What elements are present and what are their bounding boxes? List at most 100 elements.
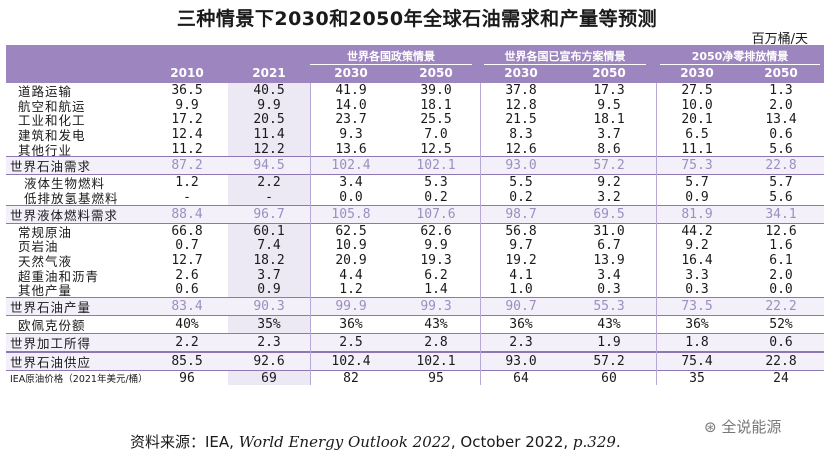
table-cell: 57.2 [593, 354, 625, 370]
page-title: 三种情景下2030和2050年全球石油需求和产量等预测 [176, 8, 658, 30]
table-cell: 0.2 [509, 189, 533, 205]
table-cell: 5.3 [424, 175, 448, 191]
table-row: 其他行业 11.2 12.2 13.6 12.5 12.6 8.6 11.1 5.6 [6, 141, 824, 158]
table-cell: 4.1 [509, 267, 533, 283]
table-cell: 66.8 [171, 223, 203, 239]
table-cell: 43% [597, 317, 621, 333]
unit-label: 百万桶/天 [751, 32, 808, 47]
group-header-announced-pledges: 世界各国已宣布方案情景 [504, 50, 626, 63]
table-cell: 20.5 [253, 112, 285, 128]
row-label: 工业和化工 [18, 113, 86, 129]
table-cell: 73.5 [681, 299, 713, 315]
table-cell: 83.4 [171, 299, 203, 315]
watermark: ⊛ 全说能源 [704, 418, 782, 436]
table-cell: 17.3 [593, 82, 625, 98]
table-cell: 11.2 [171, 141, 203, 157]
table-cell: 0.3 [685, 282, 709, 298]
table-cell: 2.0 [769, 97, 793, 113]
row-label: 常规原油 [18, 224, 73, 240]
table-cell: 19.3 [420, 253, 452, 269]
year-header: 2030 [504, 66, 538, 80]
table-row: 建筑和发电 12.4 11.4 9.3 7.0 8.3 3.7 6.5 0.6 [6, 126, 824, 143]
table-cell: 31.0 [593, 223, 625, 239]
table-row: 世界加工所得 2.2 2.3 2.5 2.8 2.3 1.9 1.8 0.6 [6, 333, 824, 353]
table-cell: 36.5 [171, 82, 203, 98]
source-note: 资料来源：IEA, World Energy Outlook 2022, Oct… [130, 433, 621, 451]
table-cell: 90.3 [253, 299, 285, 315]
table-cell: 0.6 [175, 282, 199, 298]
row-label: 超重油和沥青 [18, 268, 100, 284]
table-cell: 3.4 [597, 267, 621, 283]
table-cell: 0.3 [597, 282, 621, 298]
table-cell: 22.8 [765, 158, 797, 174]
table-cell: 6.2 [424, 267, 448, 283]
table-cell: 2.2 [257, 175, 281, 191]
table-cell: 3.4 [339, 175, 363, 191]
table-cell: 35% [257, 317, 281, 333]
table-cell: 0.9 [685, 189, 709, 205]
row-label: 液体生物燃料 [24, 176, 106, 192]
table-cell: 1.4 [424, 282, 448, 298]
table-cell: 35 [689, 370, 705, 386]
row-label: 欧佩克份额 [18, 318, 86, 334]
table-cell: 11.4 [253, 126, 285, 142]
table-cell: 9.2 [685, 238, 709, 254]
table-cell: 5.7 [685, 175, 709, 191]
table-cell: 92.6 [253, 354, 285, 370]
table-row: IEA原油价格（2021年美元/桶） 96 69 82 95 64 60 35 24 [6, 370, 824, 386]
year-header: 2030 [680, 66, 714, 80]
table-cell: 6.5 [685, 126, 709, 142]
table-cell: 19.2 [505, 253, 537, 269]
table-cell: 20.9 [335, 253, 367, 269]
table-cell: 13.4 [765, 112, 797, 128]
table-row: 欧佩克份额 40% 35% 36% 43% 36% 43% 36% 52% [6, 316, 824, 333]
table-cell: 98.7 [505, 206, 537, 222]
table-cell: 99.3 [420, 299, 452, 315]
table-row: 世界液体燃料需求 88.4 96.7 105.8 107.6 98.7 69.5 81.9 34… [6, 204, 824, 224]
table-cell: 12.6 [765, 223, 797, 239]
row-label: 世界加工所得 [10, 336, 92, 352]
table-cell: 102.4 [331, 158, 371, 174]
table-cell: 8.6 [597, 141, 621, 157]
year-header: 2050 [419, 66, 453, 80]
table-cell: 43% [424, 317, 448, 333]
table-body: 道路运输 36.5 40.5 41.9 39.0 37.8 17.3 27.5 1.3 航空和航运… [6, 82, 824, 386]
table-cell: 82 [343, 370, 359, 386]
table-cell: 9.5 [597, 97, 621, 113]
table-cell: 3.7 [257, 267, 281, 283]
year-header: 2050 [592, 66, 626, 80]
year-header: 2030 [334, 66, 368, 80]
row-label: 世界石油产量 [10, 300, 92, 316]
table-cell: 14.0 [335, 97, 367, 113]
table-cell: 75.3 [681, 158, 713, 174]
table-cell: 2.0 [769, 267, 793, 283]
table-cell: 9.2 [597, 175, 621, 191]
table-cell: 52% [769, 317, 793, 333]
table-cell: 27.5 [681, 82, 713, 98]
table-cell: 12.7 [171, 253, 203, 269]
table-cell: 36% [685, 317, 709, 333]
table-cell: 3.7 [597, 126, 621, 142]
table-cell: 36% [339, 317, 363, 333]
table-cell: 60 [601, 370, 617, 386]
table-cell: 69.5 [593, 206, 625, 222]
table-cell: 18.1 [593, 112, 625, 128]
table-cell: 87.2 [171, 158, 203, 174]
table-cell: 12.4 [171, 126, 203, 142]
table-cell: 75.4 [681, 354, 713, 370]
table-cell: 99.9 [335, 299, 367, 315]
table-cell: 21.5 [505, 112, 537, 128]
table-row: 低排放氢基燃料 - - 0.0 0.2 0.2 3.2 0.9 5.6 [6, 189, 824, 206]
source-page: p.329. [572, 433, 621, 451]
table-cell: 12.8 [505, 97, 537, 113]
year-header: 2021 [252, 66, 286, 80]
source-title: World Energy Outlook 2022 [238, 433, 451, 451]
table-cell: 0.6 [769, 126, 793, 142]
table-cell: 0.7 [175, 238, 199, 254]
row-label: 航空和航运 [18, 98, 86, 114]
table-cell: 107.6 [416, 206, 456, 222]
row-label: 建筑和发电 [18, 127, 86, 143]
row-label: 其他产量 [18, 283, 73, 299]
table-cell: 9.9 [257, 97, 281, 113]
table-cell: 9.9 [175, 97, 199, 113]
